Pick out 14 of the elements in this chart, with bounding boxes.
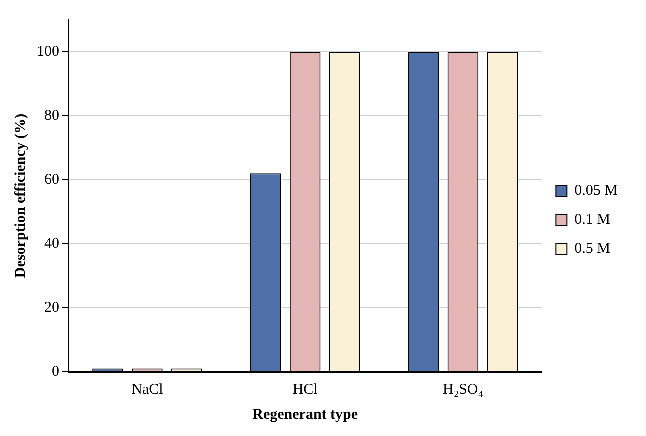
x-tick-label: H₂SO₄ bbox=[442, 382, 484, 398]
y-tick-label: 60 bbox=[44, 172, 60, 188]
y-tick-label: 40 bbox=[44, 236, 60, 252]
legend-label: 0.05 M bbox=[574, 182, 618, 199]
y-tick-label: 80 bbox=[44, 108, 60, 124]
y-tick-label: 0 bbox=[52, 364, 60, 380]
legend-label: 0.5 M bbox=[574, 240, 611, 257]
x-axis-title: Regenerant type bbox=[252, 406, 358, 423]
y-tick-label: 100 bbox=[37, 44, 60, 60]
y-tick-label: 20 bbox=[44, 300, 60, 316]
legend-label: 0.1 M bbox=[574, 212, 611, 228]
x-tick-label: NaCl bbox=[132, 382, 164, 398]
x-tick-label: HCl bbox=[292, 382, 318, 398]
y-axis-title: Desorption efficiency (%) bbox=[12, 114, 29, 278]
